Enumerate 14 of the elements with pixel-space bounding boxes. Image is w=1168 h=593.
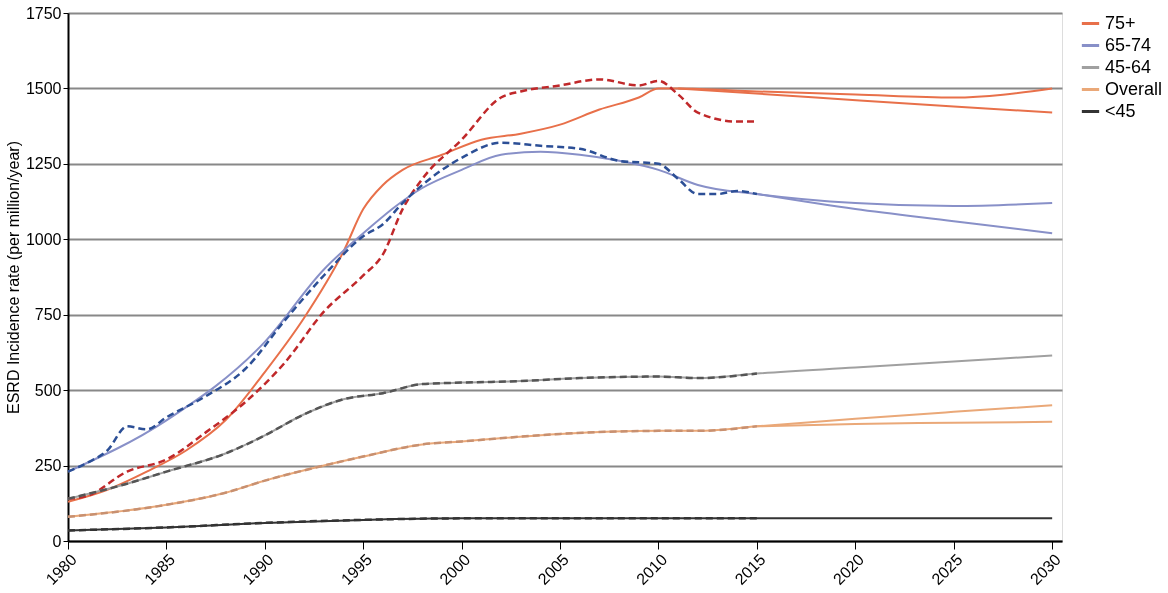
y-tick-label: 1250 — [25, 155, 62, 173]
y-tick-label: 500 — [34, 381, 62, 399]
y-tick-label: 0 — [52, 532, 62, 550]
y-axis-title: ESRD Incidence rate (per million/year) — [4, 141, 22, 414]
y-tick-label: 1750 — [25, 4, 62, 22]
y-tick-label: 1000 — [25, 230, 62, 248]
legend-label: 45-64 — [1105, 56, 1152, 77]
legend-label: <45 — [1105, 100, 1136, 121]
y-tick-label: 250 — [34, 457, 62, 475]
y-tick-label: 750 — [34, 306, 62, 324]
y-tick-label: 1500 — [25, 79, 62, 97]
legend-label: Overall — [1105, 78, 1163, 99]
legend-label: 65-74 — [1105, 34, 1152, 55]
legend-label: 75+ — [1105, 12, 1136, 33]
